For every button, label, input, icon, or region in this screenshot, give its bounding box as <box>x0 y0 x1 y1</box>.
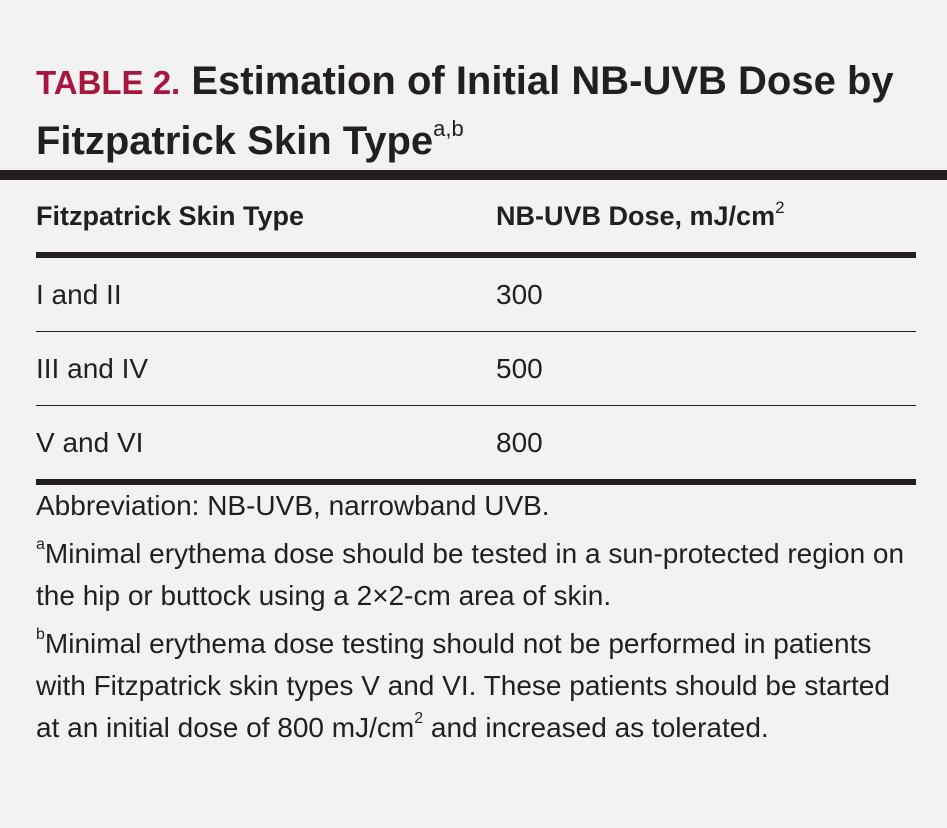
cell-skin-type: V and VI <box>36 426 144 458</box>
title-footnote-marks: a,b <box>433 116 464 141</box>
header-dose-superscript: 2 <box>775 197 785 217</box>
footnote-b-text-2: and increased as tolerated. <box>423 712 769 743</box>
footnote-b-mark: b <box>36 626 45 643</box>
footnote-a-text: Minimal erythema dose should be tested i… <box>36 538 905 611</box>
header-dose-text: NB-UVB Dose, mJ/cm <box>496 200 776 231</box>
abbreviation-note: Abbreviation: NB-UVB, narrowband UVB. <box>36 490 550 521</box>
table-header-row: Fitzpatrick Skin Type NB-UVB Dose, mJ/cm… <box>36 180 916 258</box>
table-row: V and VI 800 <box>36 406 916 485</box>
table-row: III and IV 500 <box>36 332 916 406</box>
cell-dose: 300 <box>496 278 543 310</box>
footnote-b: bMinimal erythema dose testing should no… <box>36 623 921 749</box>
header-dose: NB-UVB Dose, mJ/cm2 <box>496 197 916 232</box>
footnote-b-text-1: Minimal erythema dose testing should not… <box>36 628 890 743</box>
table-heading: Estimation of Initial NB-UVB Dose by Fit… <box>36 59 894 163</box>
table-notes: Abbreviation: NB-UVB, narrowband UVB. aM… <box>36 485 921 755</box>
table-row: I and II 300 <box>36 258 916 332</box>
dose-table: Fitzpatrick Skin Type NB-UVB Dose, mJ/cm… <box>36 180 916 485</box>
table-title: TABLE 2. Estimation of Initial NB-UVB Do… <box>36 52 926 170</box>
footnote-a: aMinimal erythema dose should be tested … <box>36 533 921 617</box>
table-label: TABLE 2. <box>36 64 181 101</box>
footnote-b-superscript: 2 <box>414 710 424 727</box>
cell-dose: 500 <box>496 352 543 384</box>
cell-dose: 800 <box>496 426 543 458</box>
header-skin-type: Fitzpatrick Skin Type <box>36 200 305 231</box>
footnote-a-mark: a <box>36 536 45 553</box>
top-rule <box>0 170 947 180</box>
cell-skin-type: III and IV <box>36 352 149 384</box>
cell-skin-type: I and II <box>36 278 122 310</box>
